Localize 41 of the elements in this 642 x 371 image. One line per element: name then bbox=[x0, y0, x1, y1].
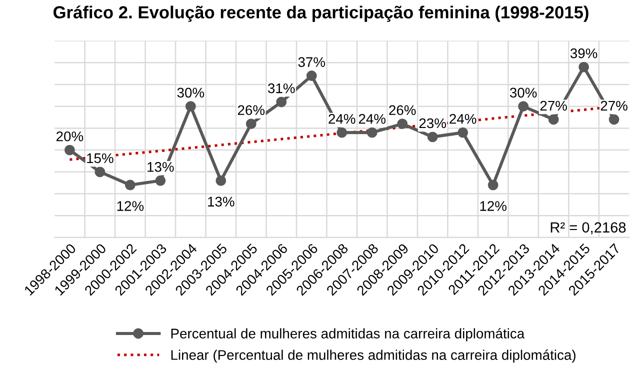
data-label: 15% bbox=[87, 153, 114, 164]
data-label: 24% bbox=[450, 114, 476, 124]
data-label: 30% bbox=[510, 88, 537, 98]
data-label: 24% bbox=[358, 114, 386, 124]
point bbox=[306, 70, 317, 81]
point bbox=[94, 166, 106, 178]
data-label: 37% bbox=[298, 57, 326, 67]
data-label: 39% bbox=[570, 48, 598, 58]
point bbox=[458, 127, 468, 138]
point bbox=[185, 101, 196, 112]
data-label: 30% bbox=[177, 88, 204, 98]
legend-label: Percentual de mulheres admitidas na carreira diplomática bbox=[171, 328, 525, 342]
data-label: 12% bbox=[480, 201, 506, 211]
point bbox=[518, 101, 529, 112]
data-label: 13% bbox=[148, 162, 174, 172]
data-label: 26% bbox=[389, 105, 416, 116]
point bbox=[246, 118, 256, 130]
point bbox=[336, 127, 348, 138]
legend-label: Linear (Percentual de mulheres admitidas na carreira diplomática) bbox=[171, 350, 576, 363]
point bbox=[578, 62, 590, 72]
point bbox=[397, 118, 408, 130]
annotation: R² = 0,2168 bbox=[550, 222, 626, 234]
point bbox=[276, 96, 287, 108]
data-label: 27% bbox=[540, 100, 567, 111]
data-label: 24% bbox=[328, 114, 356, 124]
data-label: 13% bbox=[208, 196, 234, 207]
chart-title: Gráfico 2. Evolução recente da participação feminina (1998-2015) bbox=[53, 6, 588, 22]
point bbox=[216, 175, 226, 186]
data-label: 23% bbox=[419, 118, 446, 128]
point bbox=[488, 180, 498, 190]
point bbox=[427, 132, 438, 142]
point bbox=[124, 180, 136, 190]
point bbox=[608, 114, 620, 125]
data-label: 12% bbox=[117, 201, 144, 211]
data-label: 31% bbox=[268, 83, 295, 94]
point bbox=[64, 144, 75, 156]
data-label: 20% bbox=[56, 131, 84, 142]
data-label: 26% bbox=[238, 105, 265, 116]
point bbox=[366, 127, 378, 138]
point bbox=[548, 114, 559, 125]
point bbox=[155, 175, 166, 186]
